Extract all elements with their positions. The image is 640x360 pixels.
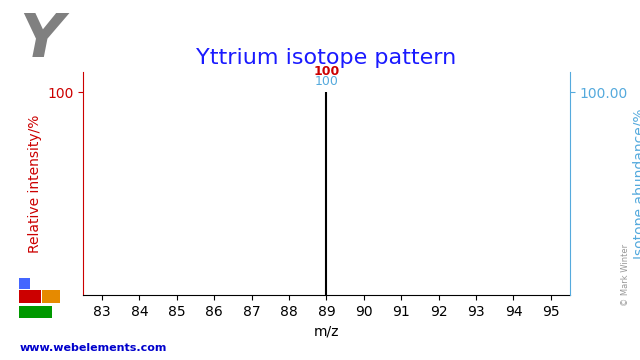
Bar — [19, 278, 29, 289]
Text: www.webelements.com: www.webelements.com — [19, 343, 166, 353]
Title: Yttrium isotope pattern: Yttrium isotope pattern — [196, 48, 456, 68]
Text: © Mark Winter: © Mark Winter — [621, 244, 630, 306]
Bar — [42, 290, 60, 303]
Text: Y: Y — [19, 11, 63, 70]
Bar — [19, 290, 41, 303]
X-axis label: m/z: m/z — [314, 324, 339, 338]
Y-axis label: Relative intensity/%: Relative intensity/% — [28, 114, 42, 253]
Y-axis label: Isotope abundance/%: Isotope abundance/% — [633, 108, 640, 259]
Bar — [19, 306, 52, 318]
Text: 100: 100 — [314, 75, 339, 88]
Text: 100: 100 — [313, 65, 340, 78]
